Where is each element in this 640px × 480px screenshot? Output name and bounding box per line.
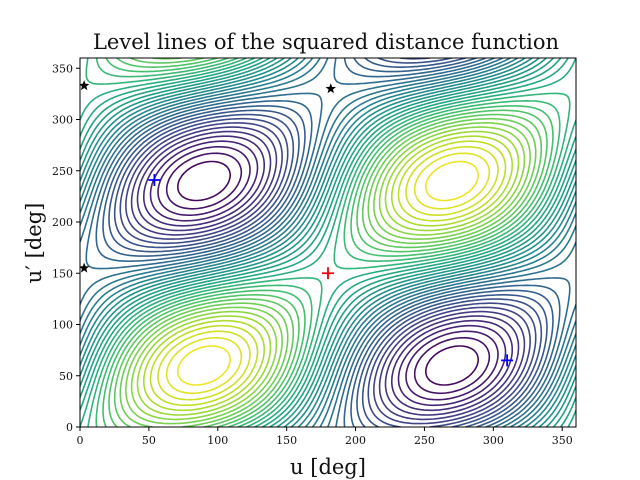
- contour-line: [113, 58, 543, 427]
- contour-line: [143, 135, 513, 412]
- contour-line: [165, 152, 491, 395]
- critical-point-markers: [80, 80, 514, 367]
- y-tick-label: 250: [52, 165, 73, 178]
- contour-line: [119, 58, 537, 427]
- x-tick-label: 350: [552, 434, 573, 447]
- contour-line: [130, 126, 526, 421]
- x-axis-ticks: 0 50 100 150 200 250 300 350: [77, 427, 573, 447]
- contour-line: [157, 146, 499, 401]
- contour-line: [113, 58, 543, 427]
- contour-line: [102, 58, 554, 427]
- contour-line: [108, 58, 548, 427]
- contour-line: [136, 130, 520, 416]
- x-tick-label: 100: [207, 434, 228, 447]
- contour-line: [177, 160, 479, 386]
- contour-line: [102, 58, 554, 427]
- x-tick-label: 50: [142, 434, 156, 447]
- y-axis-label: u′ [deg]: [22, 203, 46, 284]
- contour-line: [165, 152, 491, 395]
- local-minimum-marker: [148, 173, 161, 186]
- contour-line: [80, 58, 576, 427]
- y-tick-label: 0: [66, 421, 73, 434]
- y-tick-label: 200: [52, 216, 73, 229]
- plot-frame: [79, 57, 577, 428]
- contour-line: [149, 140, 507, 407]
- contour-line: [125, 122, 531, 425]
- contour-line: [80, 58, 576, 427]
- saddle-point-star: [325, 83, 336, 94]
- local-minimum-marker: [501, 354, 514, 367]
- contour-line: [136, 130, 520, 416]
- plot-area: [80, 58, 576, 427]
- contour-line: [80, 58, 576, 427]
- chart-title: Level lines of the squared distance func…: [93, 30, 559, 54]
- contour-line: [125, 122, 531, 425]
- y-axis-ticks: 0 50 100 150 200 250 300 350: [52, 62, 80, 434]
- contour-lines: [80, 58, 576, 427]
- global-maximum-marker: [322, 267, 334, 280]
- contour-line: [80, 58, 576, 427]
- y-tick-label: 50: [59, 370, 73, 383]
- saddle-point-star: [80, 262, 90, 273]
- y-tick-label: 300: [52, 114, 73, 127]
- saddle-point-star: [80, 80, 90, 91]
- contour-line: [177, 160, 479, 386]
- contour-line: [95, 58, 561, 427]
- x-tick-label: 200: [345, 434, 366, 447]
- x-tick-label: 0: [77, 434, 84, 447]
- contour-line: [95, 58, 561, 427]
- contour-line: [149, 140, 507, 407]
- contour-line: [157, 146, 499, 401]
- x-axis-label: u [deg]: [290, 455, 366, 479]
- x-tick-label: 150: [276, 434, 297, 447]
- contour-line: [85, 58, 571, 427]
- x-tick-label: 300: [483, 434, 504, 447]
- x-tick-label: 250: [414, 434, 435, 447]
- y-tick-label: 100: [52, 319, 73, 332]
- contour-line: [80, 58, 576, 427]
- contour-line: [130, 126, 526, 421]
- y-tick-label: 350: [52, 62, 73, 75]
- contour-line: [143, 135, 513, 412]
- contour-line: [108, 58, 548, 427]
- contour-line: [85, 58, 571, 427]
- y-tick-label: 150: [52, 267, 73, 280]
- contour-line: [119, 58, 537, 427]
